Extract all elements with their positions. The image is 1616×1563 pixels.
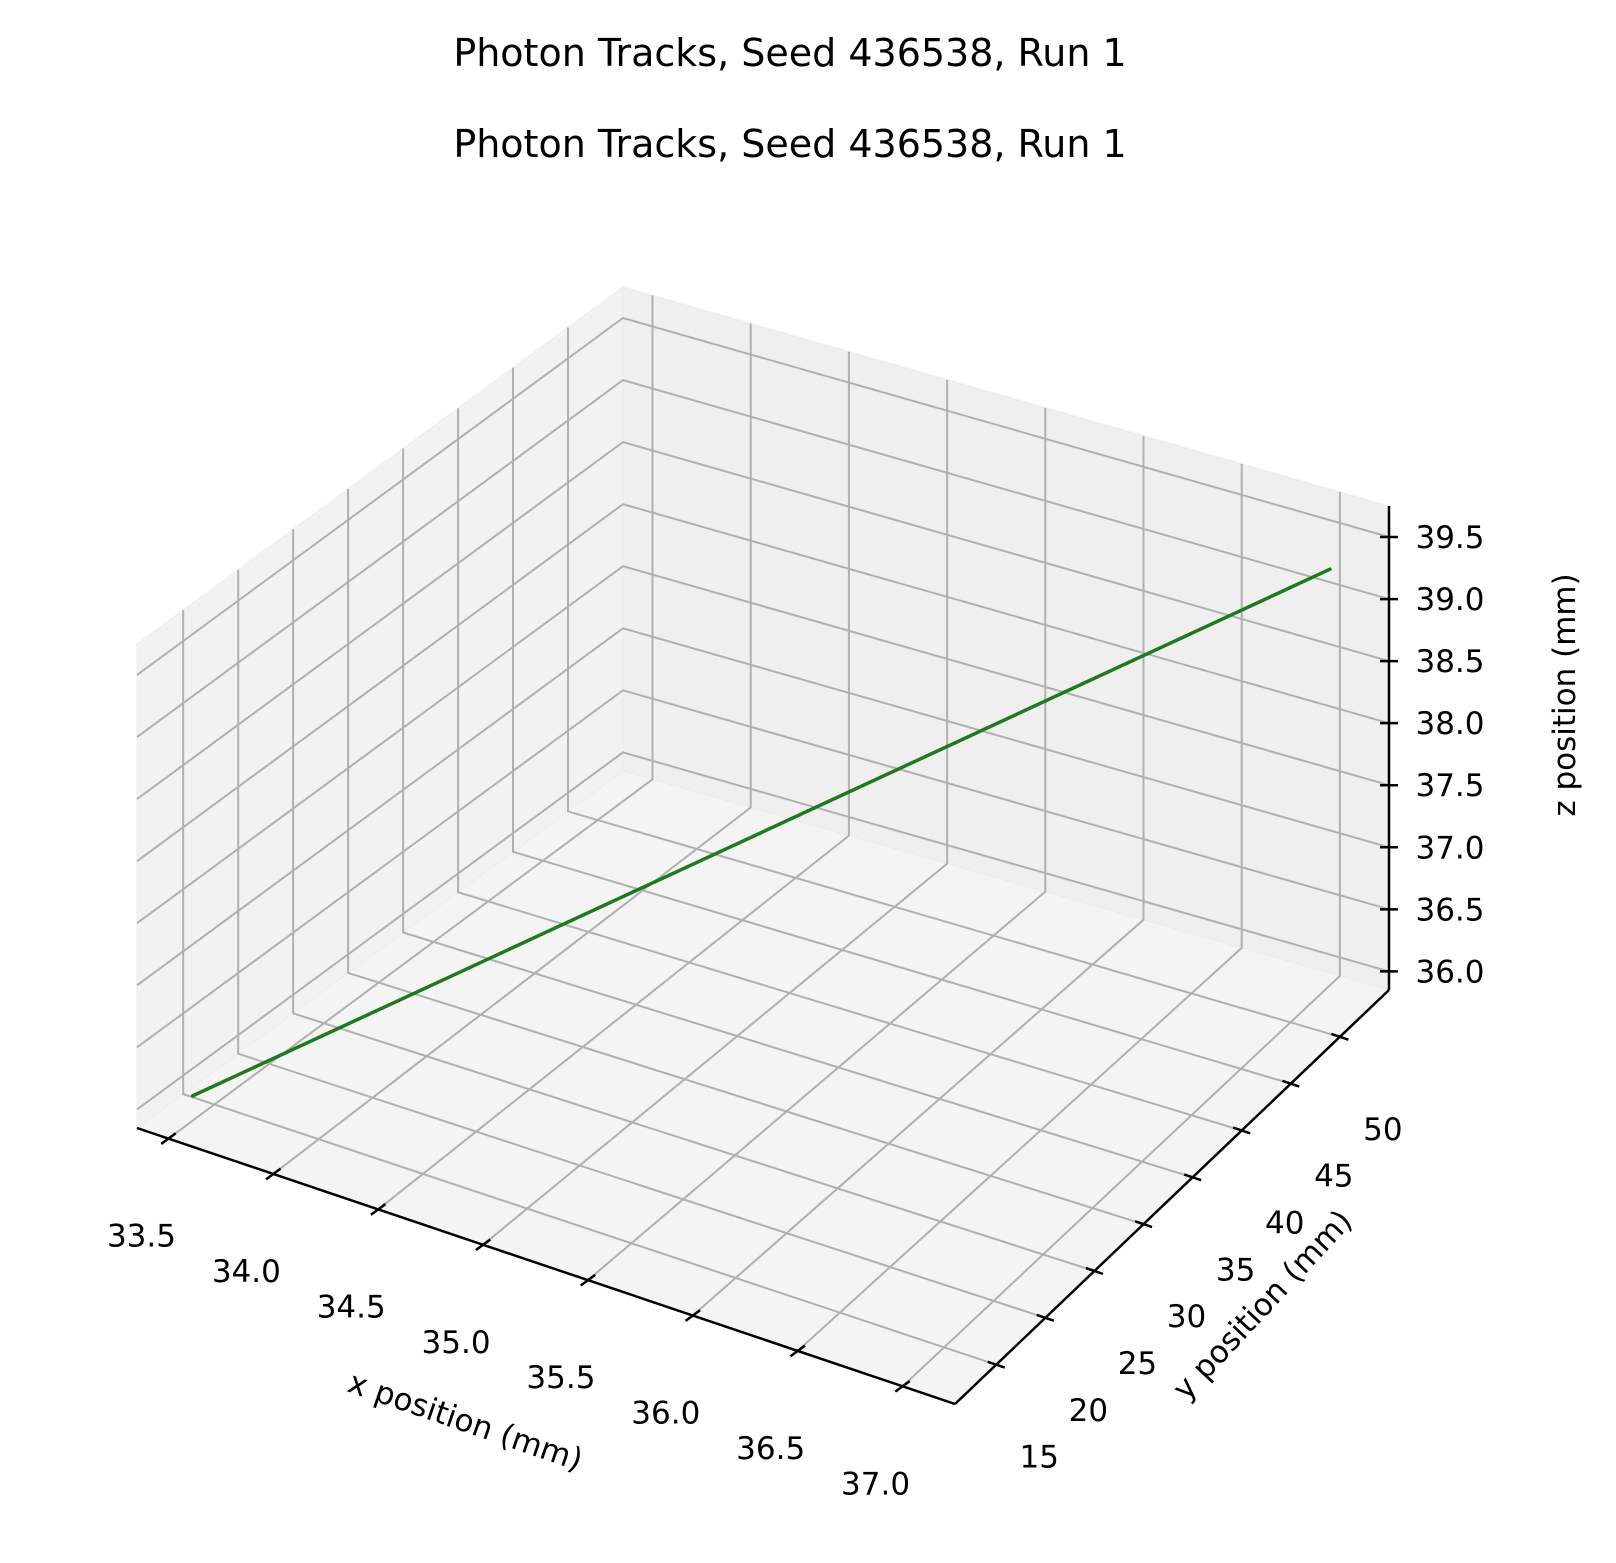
chart-title-2: Photon Tracks, Seed 436538, Run 1 [453,122,1126,166]
x-tick [265,1167,282,1181]
grid-line-z [136,565,1390,925]
x-tick [579,1273,596,1287]
y-tick-label: 15 [1020,1440,1059,1476]
grid-line-z [136,503,1390,863]
y-tick [1183,1173,1202,1182]
grid-line-y [457,408,1242,1132]
y-tick-label: 35 [1216,1252,1255,1288]
z-tick-label: 38.0 [1415,706,1484,742]
grid-line-y [237,569,1046,1319]
y-tick [1085,1266,1104,1276]
y-tick [1330,1032,1349,1041]
x-tick [789,1344,806,1358]
y-tick [1036,1313,1055,1322]
z-tick-label: 37.0 [1415,830,1484,866]
grid-line-x [587,407,1047,1281]
x-tick-label: 37.0 [841,1466,910,1502]
z-tick-label: 37.5 [1415,768,1484,804]
x-tick-label: 35.5 [526,1360,595,1396]
grid-line-x [272,323,752,1175]
grid-line-x [797,463,1243,1352]
tick-marks [160,535,1398,1393]
axes-panes [135,286,1390,1405]
y-tick-label: 50 [1363,1112,1402,1148]
x-tick [160,1132,177,1145]
grid-line-y [402,448,1193,1179]
y-tick-label: 30 [1167,1299,1206,1335]
y-tick [1232,1126,1251,1135]
x-tick [475,1238,492,1252]
y-tick-label: 45 [1314,1159,1353,1195]
grid-line-y [182,610,997,1366]
x-tick-label: 36.0 [631,1396,700,1432]
y-tick [987,1360,1006,1369]
x-tick-label: 36.5 [736,1431,805,1467]
grid-lines [136,295,1390,1388]
grid-line-x [167,295,654,1140]
z-tick-label: 39.0 [1415,582,1484,618]
grid-line-z [136,689,1390,1049]
photon-track-line [190,567,1332,1098]
grid-line-y [512,367,1292,1085]
grid-line-z [136,627,1390,987]
grid-line-x [482,379,949,1246]
grid-line-y [347,488,1144,1226]
grid-line-z [136,441,1390,800]
tick-labels: 33.5 34.0 34.5 35.0 35.5 36.0 36.5 37.0 15 20 25 30… [107,520,1485,1502]
x-tick [684,1309,701,1322]
chart-title-1: Photon Tracks, Seed 436538, Run 1 [453,31,1126,75]
grid-line-z [136,316,1390,676]
grid-line-z [136,751,1390,1111]
x-tick-label: 34.0 [212,1254,281,1290]
x-tick-label: 34.5 [317,1289,386,1325]
z-axis-label: z position (mm) [1547,573,1583,816]
y-tick [1134,1220,1153,1229]
y-axis-line [954,989,1390,1405]
data-series [190,567,1332,1098]
z-tick-label: 36.0 [1415,954,1484,990]
y-tick-label: 40 [1265,1205,1304,1241]
y-tick-label: 25 [1118,1346,1157,1382]
grid-line-y [292,529,1095,1272]
y-tick-label: 20 [1069,1393,1108,1429]
z-tick-label: 36.5 [1415,892,1484,928]
grid-line-x [692,435,1145,1317]
grid-line-x [377,351,850,1211]
x-tick-label: 33.5 [107,1219,176,1255]
grid-line-z [136,379,1390,738]
x-tick [894,1379,911,1393]
z-tick-label: 39.5 [1415,520,1484,556]
grid-line-y [567,327,1341,1038]
x-tick-label: 35.0 [422,1325,491,1361]
x-tick [370,1203,387,1216]
y-tick [1281,1079,1300,1088]
z-tick-label: 38.5 [1415,644,1484,680]
grid-line-x [901,492,1341,1388]
